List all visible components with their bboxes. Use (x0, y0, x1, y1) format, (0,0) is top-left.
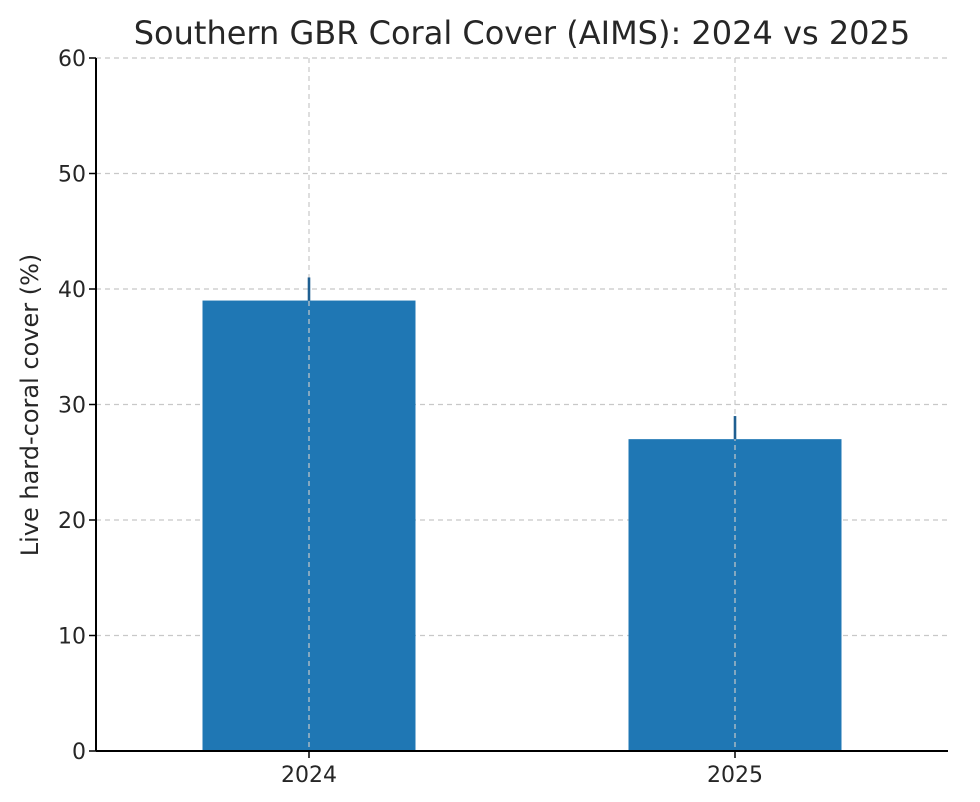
axes (89, 57, 948, 758)
y-tick-label: 50 (58, 163, 86, 188)
y-tick-label: 30 (58, 394, 86, 419)
x-tick-label: 2024 (281, 763, 337, 788)
tick-labels: 0 10 20 30 40 50 60 2024 2025 (58, 47, 763, 788)
y-tick-label: 0 (72, 740, 86, 765)
chart-title: Southern GBR Coral Cover (AIMS): 2024 vs… (134, 14, 911, 52)
x-tick-label: 2025 (707, 763, 763, 788)
y-tick-label: 10 (58, 625, 86, 650)
y-tick-label: 20 (58, 509, 86, 534)
y-tick-label: 60 (58, 47, 86, 72)
y-axis-label: Live hard-coral cover (%) (16, 254, 44, 557)
bars (202, 300, 842, 751)
vertical-gridlines (308, 58, 736, 751)
y-tick-label: 40 (58, 278, 86, 303)
error-bars (307, 277, 737, 440)
